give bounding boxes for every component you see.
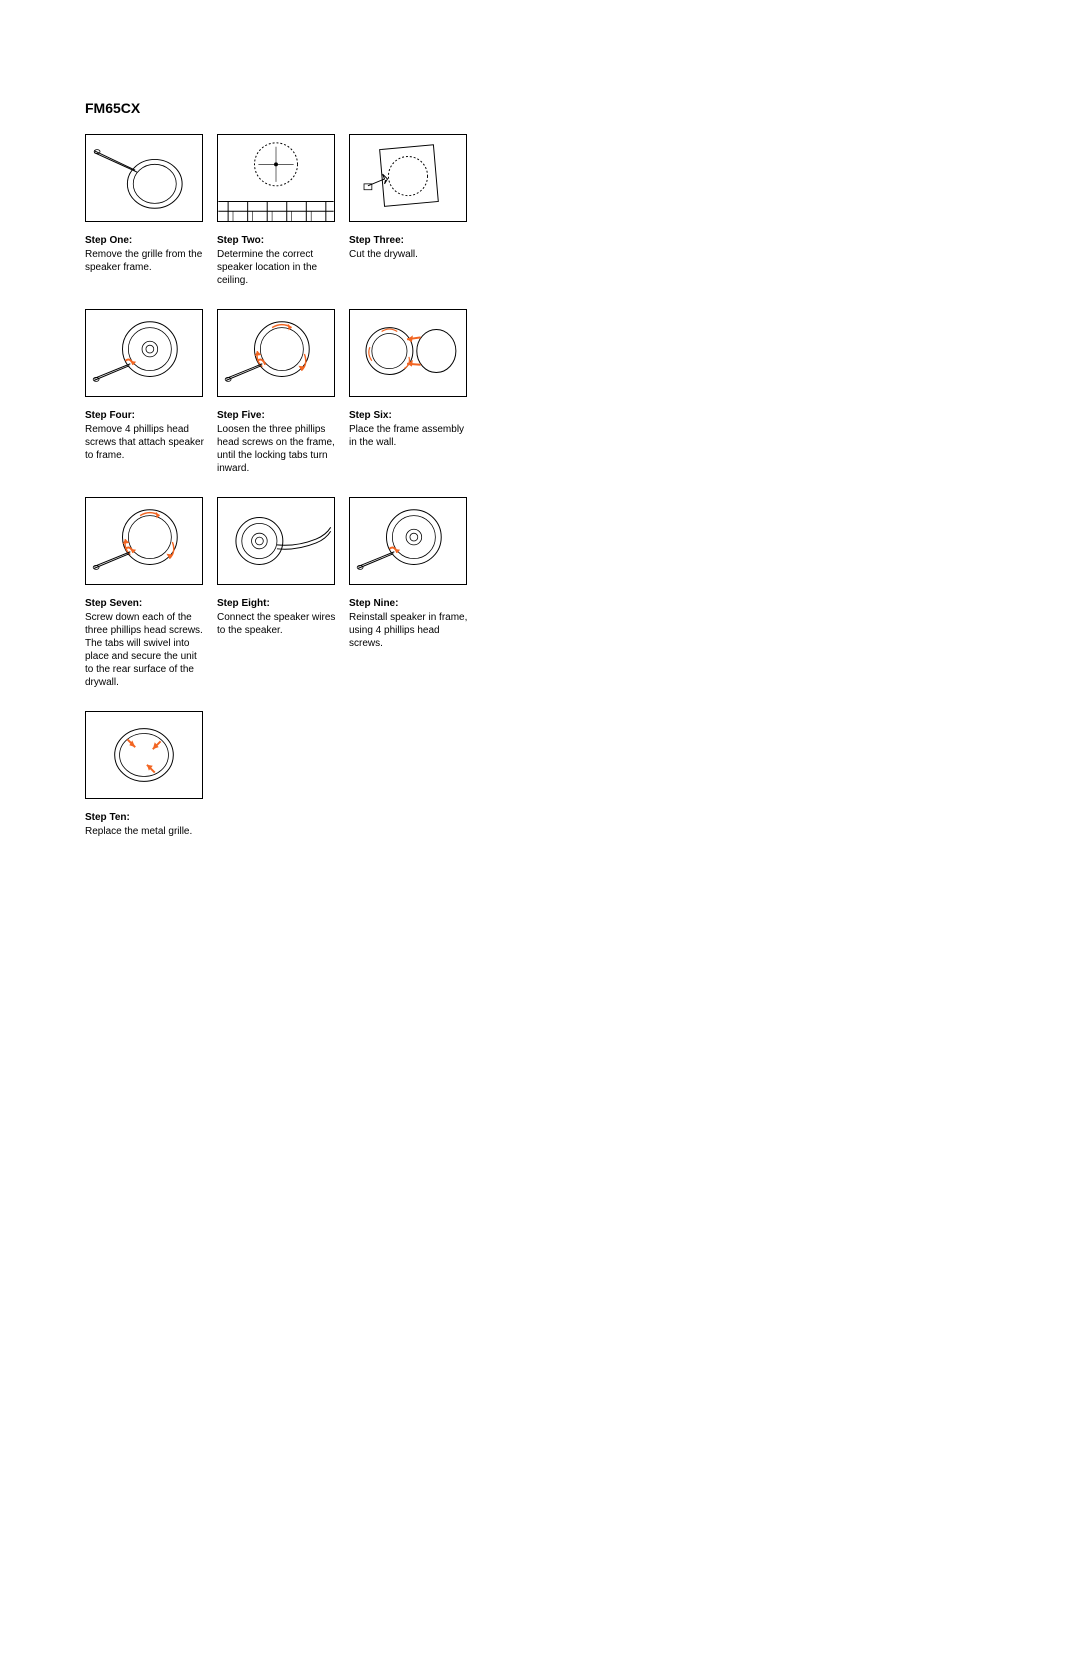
step-desc: Cut the drywall. (349, 248, 469, 261)
step-figure-6 (349, 309, 467, 397)
step-label: Step Five: (217, 410, 265, 421)
step-cell-1: Step One: Remove the grille from the spe… (85, 134, 205, 287)
step-desc: Determine the correct speaker location i… (217, 248, 337, 287)
step-figure-8 (217, 497, 335, 585)
step-figure-4 (85, 309, 203, 397)
step-cell-2: Step Two: Determine the correct speaker … (217, 134, 337, 287)
step-cell-8: Step Eight: Connect the speaker wires to… (217, 497, 337, 689)
step-label: Step Three: (349, 235, 404, 246)
step-figure-1 (85, 134, 203, 222)
step-cell-10: Step Ten: Replace the metal grille. (85, 711, 205, 838)
step-label: Step Seven: (85, 598, 142, 609)
step-figure-2 (217, 134, 335, 222)
step-figure-10 (85, 711, 203, 799)
page: FM65CX Step One: Remove the grille from … (0, 0, 1080, 938)
step-figure-9 (349, 497, 467, 585)
step-desc: Place the frame assembly in the wall. (349, 423, 469, 449)
step-desc: Screw down each of the three phillips he… (85, 611, 205, 689)
step-cell-5: Step Five: Loosen the three phillips hea… (217, 309, 337, 475)
step-desc: Remove the grille from the speaker frame… (85, 248, 205, 274)
step-figure-5 (217, 309, 335, 397)
step-label: Step Four: (85, 410, 135, 421)
steps-grid: Step One: Remove the grille from the spe… (85, 134, 995, 838)
step-cell-9: Step Nine: Reinstall speaker in frame, u… (349, 497, 469, 689)
step-cell-7: Step Seven: Screw down each of the three… (85, 497, 205, 689)
step-desc: Reinstall speaker in frame, using 4 phil… (349, 611, 469, 650)
step-figure-7 (85, 497, 203, 585)
step-label: Step Ten: (85, 812, 130, 823)
step-label: Step Six: (349, 410, 392, 421)
step-desc: Remove 4 phillips head screws that attac… (85, 423, 205, 462)
step-cell-4: Step Four: Remove 4 phillips head screws… (85, 309, 205, 475)
step-desc: Replace the metal grille. (85, 825, 205, 838)
step-label: Step Two: (217, 235, 264, 246)
step-cell-3: Step Three: Cut the drywall. (349, 134, 469, 287)
step-label: Step Nine: (349, 598, 398, 609)
step-desc: Loosen the three phillips head screws on… (217, 423, 337, 475)
step-desc: Connect the speaker wires to the speaker… (217, 611, 337, 637)
page-title: FM65CX (85, 100, 995, 116)
step-label: Step One: (85, 235, 132, 246)
step-figure-3 (349, 134, 467, 222)
step-label: Step Eight: (217, 598, 270, 609)
step-cell-6: Step Six: Place the frame assembly in th… (349, 309, 469, 475)
